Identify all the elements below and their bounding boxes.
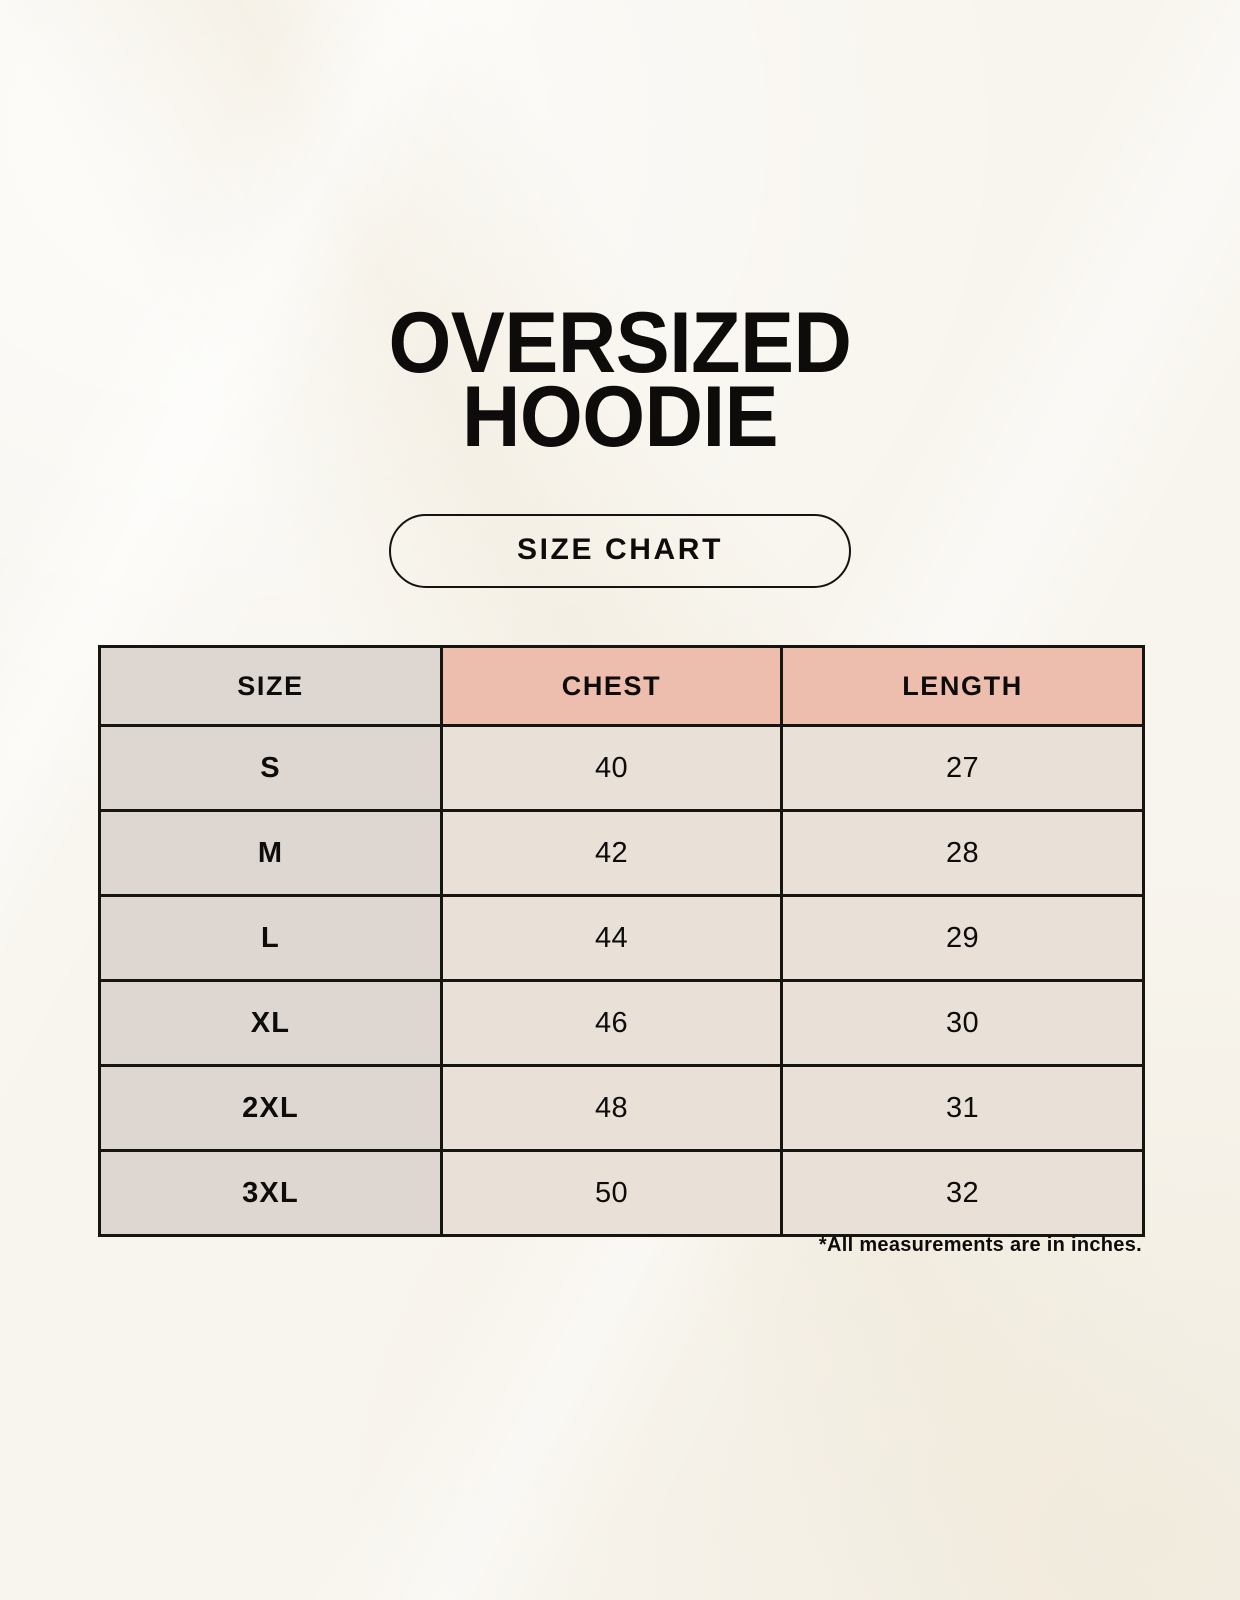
- size-chart-table: SIZE CHEST LENGTH S 40 27 M 42 28 L 44 2…: [98, 645, 1145, 1237]
- column-header-size: SIZE: [98, 645, 443, 727]
- table-body: S 40 27 M 42 28 L 44 29 XL 46 30 2XL 48: [98, 724, 1145, 1237]
- title-line-1: OVERSIZED: [388, 295, 852, 391]
- table-row: S 40 27: [98, 724, 1145, 812]
- cell-length: 28: [780, 809, 1145, 897]
- table-row: 3XL 50 32: [98, 1149, 1145, 1237]
- table-row: 2XL 48 31: [98, 1064, 1145, 1152]
- column-header-chest: CHEST: [440, 645, 783, 727]
- cell-length: 27: [780, 724, 1145, 812]
- cell-size: S: [98, 724, 443, 812]
- measurement-note: *All measurements are in inches.: [818, 1234, 1142, 1256]
- cell-size: XL: [98, 979, 443, 1067]
- size-chart-badge: SIZE CHART: [389, 514, 851, 588]
- badge-container: SIZE CHART: [0, 514, 1240, 588]
- cell-chest: 50: [440, 1149, 783, 1237]
- cell-chest: 46: [440, 979, 783, 1067]
- cell-length: 32: [780, 1149, 1145, 1237]
- table-row: M 42 28: [98, 809, 1145, 897]
- table-row: L 44 29: [98, 894, 1145, 982]
- cell-chest: 40: [440, 724, 783, 812]
- title-line-2: HOODIE: [461, 369, 779, 465]
- table-header: SIZE CHEST LENGTH: [98, 645, 1145, 727]
- column-header-length: LENGTH: [780, 645, 1145, 727]
- cell-size: L: [98, 894, 443, 982]
- cell-length: 31: [780, 1064, 1145, 1152]
- page-title: OVERSIZED HOODIE: [0, 295, 1240, 465]
- cell-size: M: [98, 809, 443, 897]
- cell-length: 30: [780, 979, 1145, 1067]
- cell-size: 2XL: [98, 1064, 443, 1152]
- cell-chest: 44: [440, 894, 783, 982]
- table-header-row: SIZE CHEST LENGTH: [98, 645, 1145, 727]
- cell-size: 3XL: [98, 1149, 443, 1237]
- table-row: XL 46 30: [98, 979, 1145, 1067]
- cell-length: 29: [780, 894, 1145, 982]
- cell-chest: 42: [440, 809, 783, 897]
- cell-chest: 48: [440, 1064, 783, 1152]
